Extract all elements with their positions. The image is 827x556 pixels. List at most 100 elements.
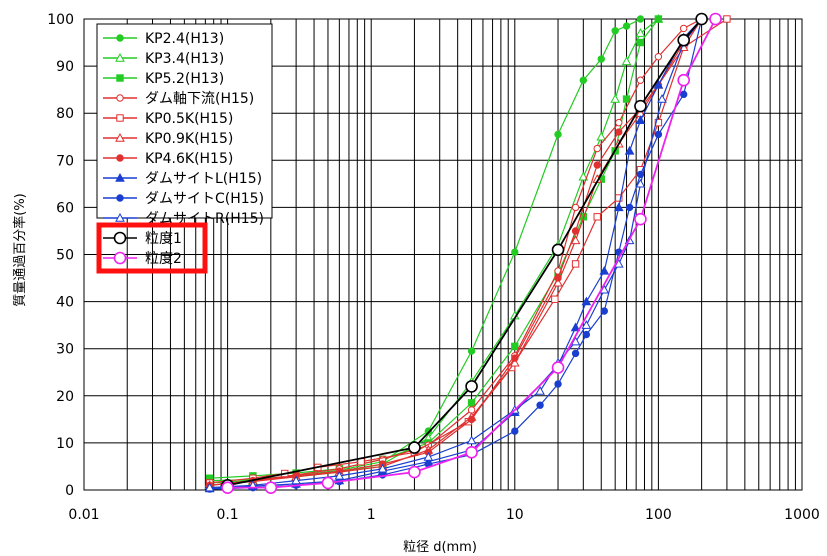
legend-box xyxy=(96,23,273,219)
data-point xyxy=(264,481,278,494)
data-point xyxy=(593,144,601,153)
legend-label: 粒度1 xyxy=(145,231,182,247)
series-2 xyxy=(204,13,664,487)
legend-label: 粒度2 xyxy=(145,251,182,267)
data-point xyxy=(695,12,708,26)
data-point xyxy=(611,27,619,35)
series-line xyxy=(209,18,703,486)
data-point xyxy=(636,38,645,47)
highlight-box xyxy=(96,222,208,274)
legend-marker xyxy=(116,94,124,102)
data-point xyxy=(613,202,624,212)
data-point xyxy=(654,15,663,23)
data-point xyxy=(624,145,635,155)
series-line xyxy=(209,18,641,482)
legend-entry: 粒度2 xyxy=(103,251,182,267)
y-tick-label: 50 xyxy=(56,248,74,264)
data-point xyxy=(423,452,434,461)
data-point xyxy=(511,248,519,256)
data-point xyxy=(551,295,559,303)
legend: KP2.4(H13) KP3.4(H13) KP5.2(H13) ダム軸下流(H15)… xyxy=(96,23,273,274)
data-point xyxy=(615,118,623,127)
legend-marker xyxy=(113,251,127,265)
data-point xyxy=(467,415,476,424)
data-point xyxy=(636,76,645,84)
y-tick-label: 90 xyxy=(56,59,74,75)
data-point xyxy=(579,76,588,84)
data-point xyxy=(593,161,601,169)
legend-label: KP2.4(H13) xyxy=(145,31,224,47)
x-tick-label: 0.01 xyxy=(68,507,99,523)
x-tick-label: 0.1 xyxy=(216,507,238,523)
data-point xyxy=(654,130,663,139)
data-point xyxy=(570,235,581,245)
data-point xyxy=(321,476,335,490)
data-point xyxy=(610,94,621,103)
y-tick-label: 70 xyxy=(56,153,74,169)
series-line xyxy=(209,18,702,486)
data-point xyxy=(408,441,421,454)
y-tick-label: 60 xyxy=(56,200,74,216)
data-point xyxy=(622,95,631,103)
data-point xyxy=(554,274,562,282)
data-point xyxy=(291,475,301,485)
legend-entry: KP0.5K(H15) xyxy=(103,111,233,127)
data-point xyxy=(635,28,646,37)
legend-marker xyxy=(116,154,124,162)
data-point xyxy=(593,213,601,221)
legend-entry: KP5.2(H13) xyxy=(103,71,224,87)
data-point xyxy=(511,354,519,362)
data-point xyxy=(599,265,610,275)
data-point xyxy=(653,79,664,89)
legend-marker xyxy=(115,132,125,142)
series-8 xyxy=(204,13,707,493)
legend-marker xyxy=(115,172,125,182)
data-point xyxy=(571,349,580,358)
legend-label: ダムサイトC(H15) xyxy=(145,191,264,207)
legend-label: KP0.9K(H15) xyxy=(145,131,233,147)
data-point xyxy=(571,227,580,235)
series-12 xyxy=(221,12,722,494)
data-point xyxy=(679,24,688,33)
data-point xyxy=(334,470,345,480)
data-point xyxy=(465,446,478,459)
data-point xyxy=(621,56,632,66)
data-point xyxy=(654,118,663,127)
series-10 xyxy=(204,13,707,492)
x-axis-ticks: 0.01 0.1 1 10 100 1000 xyxy=(68,507,819,523)
data-point xyxy=(570,322,581,332)
y-tick-label: 40 xyxy=(56,295,74,311)
data-point xyxy=(636,15,645,23)
legend-entry: ダムサイトC(H15) xyxy=(103,191,264,207)
data-point xyxy=(709,12,722,26)
y-tick-label: 30 xyxy=(56,342,74,358)
data-point xyxy=(578,171,589,181)
legend-marker xyxy=(115,52,125,62)
data-point xyxy=(597,55,605,63)
legend-marker xyxy=(116,114,124,122)
legend-entry: KP3.4(H13) xyxy=(103,51,224,67)
data-point xyxy=(596,131,607,141)
y-tick-label: 10 xyxy=(56,436,74,452)
data-point xyxy=(204,482,215,492)
legend-entry: KP2.4(H13) xyxy=(103,31,224,47)
data-point xyxy=(467,399,476,407)
legend-marker xyxy=(116,34,124,42)
legend-entry: 粒度1 xyxy=(103,231,182,247)
data-point xyxy=(723,15,731,23)
data-point xyxy=(571,203,580,212)
data-point xyxy=(625,203,634,212)
legend-label: KP3.4(H13) xyxy=(145,51,224,67)
y-axis-ticks: 0 10 20 30 40 50 60 70 80 90 100 xyxy=(47,12,74,499)
data-point xyxy=(554,130,562,139)
data-point xyxy=(615,194,623,202)
data-point xyxy=(511,427,519,435)
data-point xyxy=(377,463,388,473)
legend-entry: KP0.9K(H15) xyxy=(103,131,233,147)
data-point xyxy=(634,212,647,226)
data-point xyxy=(551,243,565,257)
series-layer xyxy=(204,12,731,494)
legend-marker xyxy=(116,194,124,202)
legend-entry: ダム軸下流(H15) xyxy=(103,91,254,107)
